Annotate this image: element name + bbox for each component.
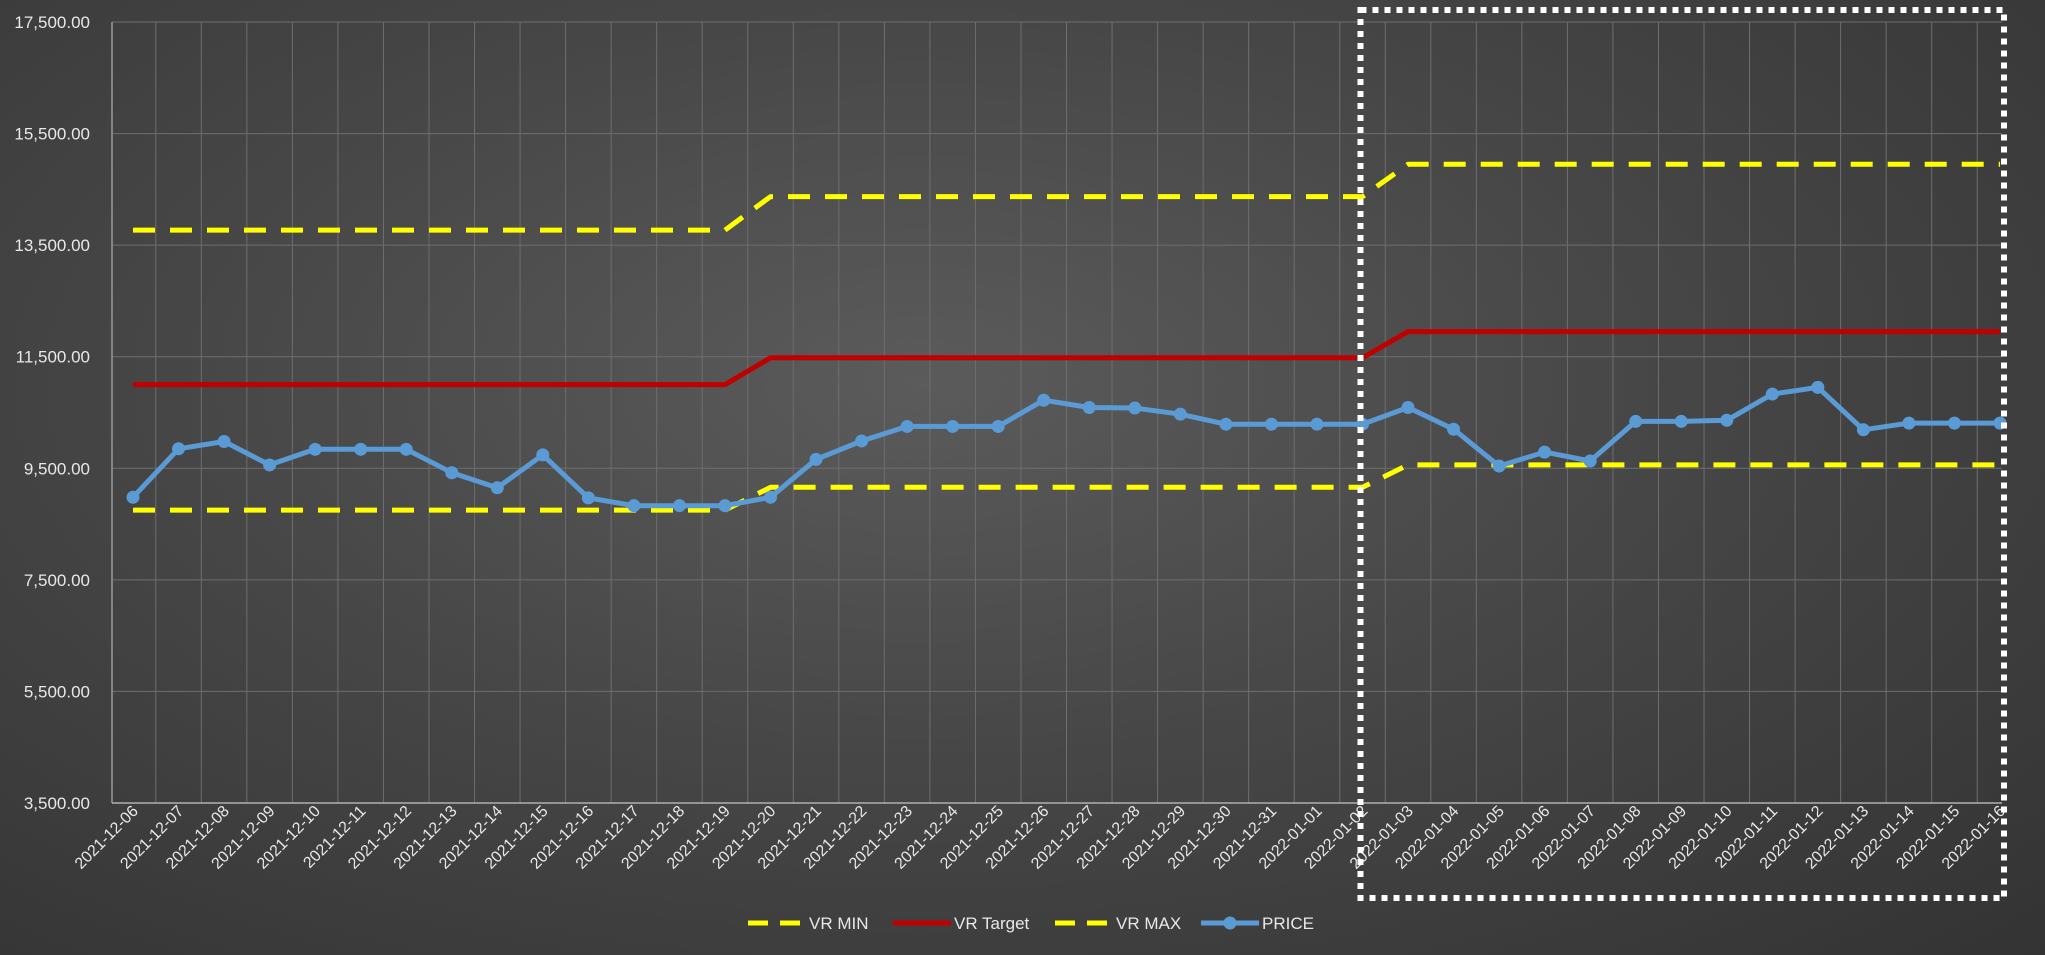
price-point bbox=[1538, 445, 1552, 459]
y-tick-label: 3,500.00 bbox=[24, 794, 90, 813]
price-point bbox=[1856, 423, 1870, 437]
y-tick-label: 13,500.00 bbox=[14, 236, 90, 255]
price-point bbox=[946, 419, 960, 433]
price-point bbox=[900, 419, 914, 433]
legend-label: VR Target bbox=[954, 914, 1030, 933]
price-point bbox=[1219, 417, 1233, 431]
legend-item: VR MIN bbox=[748, 914, 869, 933]
price-point bbox=[809, 452, 823, 466]
legend-item: PRICE bbox=[1201, 914, 1314, 933]
price-point bbox=[1765, 387, 1779, 401]
price-point bbox=[1629, 414, 1643, 428]
price-point bbox=[855, 434, 869, 448]
price-point bbox=[1447, 422, 1461, 436]
price-point bbox=[627, 499, 641, 513]
legend-label: VR MAX bbox=[1116, 914, 1181, 933]
price-point bbox=[764, 490, 778, 504]
price-point bbox=[718, 499, 732, 513]
price-point bbox=[490, 481, 504, 495]
series-lines bbox=[131, 161, 2000, 513]
gridlines bbox=[112, 21, 2002, 803]
price-point bbox=[991, 419, 1005, 433]
price-point bbox=[263, 458, 277, 472]
price-point bbox=[1492, 459, 1506, 473]
price-point bbox=[126, 490, 140, 504]
dotted-highlight-box bbox=[1357, 7, 2007, 901]
y-tick-label: 5,500.00 bbox=[24, 682, 90, 701]
y-tick-label: 11,500.00 bbox=[16, 348, 90, 367]
x-tick-labels: 2021-12-062021-12-072021-12-082021-12-09… bbox=[72, 803, 2009, 873]
price-point bbox=[1947, 416, 1961, 430]
series-line-vr-target bbox=[133, 329, 2000, 388]
price-point bbox=[1173, 407, 1187, 421]
price-point bbox=[217, 435, 231, 449]
y-tick-labels: 3,500.00 5,500.00 7,500.00 9,500.00 11,500.0… bbox=[14, 13, 90, 813]
series-line-price bbox=[131, 384, 2000, 509]
price-point bbox=[1037, 393, 1051, 407]
price-point bbox=[1674, 414, 1688, 428]
price-point bbox=[536, 448, 550, 462]
legend-item: VR Target bbox=[893, 914, 1030, 933]
legend-label: VR MIN bbox=[809, 914, 869, 933]
legend-item: VR MAX bbox=[1055, 914, 1181, 933]
price-point bbox=[1583, 454, 1597, 468]
axes bbox=[111, 22, 2002, 804]
y-tick-label: 17,500.00 bbox=[14, 13, 90, 32]
legend: VR MIN VR Target VR MAX PRICE bbox=[748, 914, 1314, 933]
price-point bbox=[1264, 417, 1278, 431]
price-point bbox=[354, 442, 368, 456]
y-tick-label: 9,500.00 bbox=[24, 459, 90, 478]
y-tick-label: 15,500.00 bbox=[14, 125, 90, 144]
legend-label: PRICE bbox=[1262, 914, 1314, 933]
price-point bbox=[581, 491, 595, 505]
price-point bbox=[172, 442, 186, 456]
y-tick-label: 7,500.00 bbox=[24, 571, 90, 590]
price-point bbox=[1082, 400, 1096, 414]
legend-marker bbox=[1223, 916, 1237, 930]
highlight-box bbox=[1357, 7, 2007, 901]
price-point bbox=[445, 466, 459, 480]
price-point bbox=[1310, 417, 1324, 431]
price-point bbox=[1128, 401, 1142, 415]
price-point bbox=[308, 442, 322, 456]
price-point bbox=[1720, 413, 1734, 427]
series-line-vr-min bbox=[133, 462, 2000, 513]
price-point bbox=[672, 499, 686, 513]
price-point bbox=[1401, 400, 1415, 414]
series-line-vr-max bbox=[133, 161, 2000, 233]
price-point bbox=[1811, 380, 1825, 394]
price-point bbox=[1902, 416, 1916, 430]
price-point bbox=[399, 442, 413, 456]
